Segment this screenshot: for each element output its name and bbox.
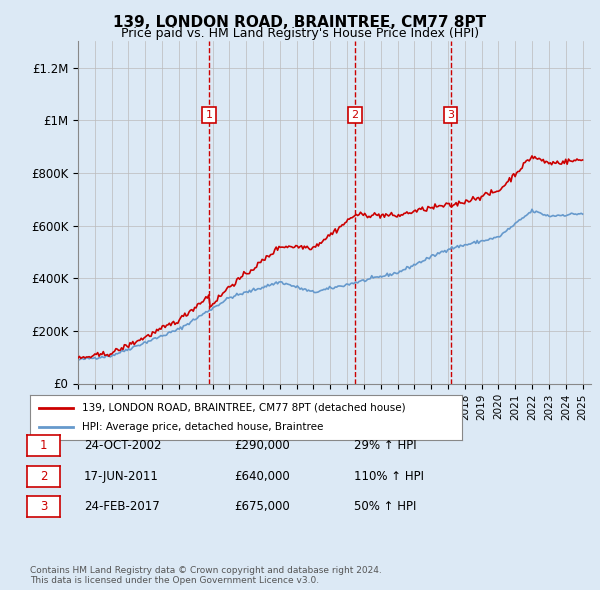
Text: 24-OCT-2002: 24-OCT-2002	[84, 439, 161, 452]
Text: 139, LONDON ROAD, BRAINTREE, CM77 8PT (detached house): 139, LONDON ROAD, BRAINTREE, CM77 8PT (d…	[82, 403, 406, 412]
Text: 2: 2	[40, 470, 47, 483]
Text: 1: 1	[40, 439, 47, 452]
Text: 3: 3	[40, 500, 47, 513]
Text: £640,000: £640,000	[234, 470, 290, 483]
Text: Contains HM Land Registry data © Crown copyright and database right 2024.: Contains HM Land Registry data © Crown c…	[30, 566, 382, 575]
Text: Price paid vs. HM Land Registry's House Price Index (HPI): Price paid vs. HM Land Registry's House …	[121, 27, 479, 40]
Text: 3: 3	[447, 110, 454, 120]
Text: 24-FEB-2017: 24-FEB-2017	[84, 500, 160, 513]
Text: £290,000: £290,000	[234, 439, 290, 452]
Text: 17-JUN-2011: 17-JUN-2011	[84, 470, 159, 483]
Text: 2: 2	[351, 110, 358, 120]
Text: 50% ↑ HPI: 50% ↑ HPI	[354, 500, 416, 513]
Text: £675,000: £675,000	[234, 500, 290, 513]
Text: HPI: Average price, detached house, Braintree: HPI: Average price, detached house, Brai…	[82, 422, 323, 432]
Text: 110% ↑ HPI: 110% ↑ HPI	[354, 470, 424, 483]
Text: This data is licensed under the Open Government Licence v3.0.: This data is licensed under the Open Gov…	[30, 576, 319, 585]
Text: 1: 1	[206, 110, 212, 120]
Text: 29% ↑ HPI: 29% ↑ HPI	[354, 439, 416, 452]
Text: 139, LONDON ROAD, BRAINTREE, CM77 8PT: 139, LONDON ROAD, BRAINTREE, CM77 8PT	[113, 15, 487, 30]
